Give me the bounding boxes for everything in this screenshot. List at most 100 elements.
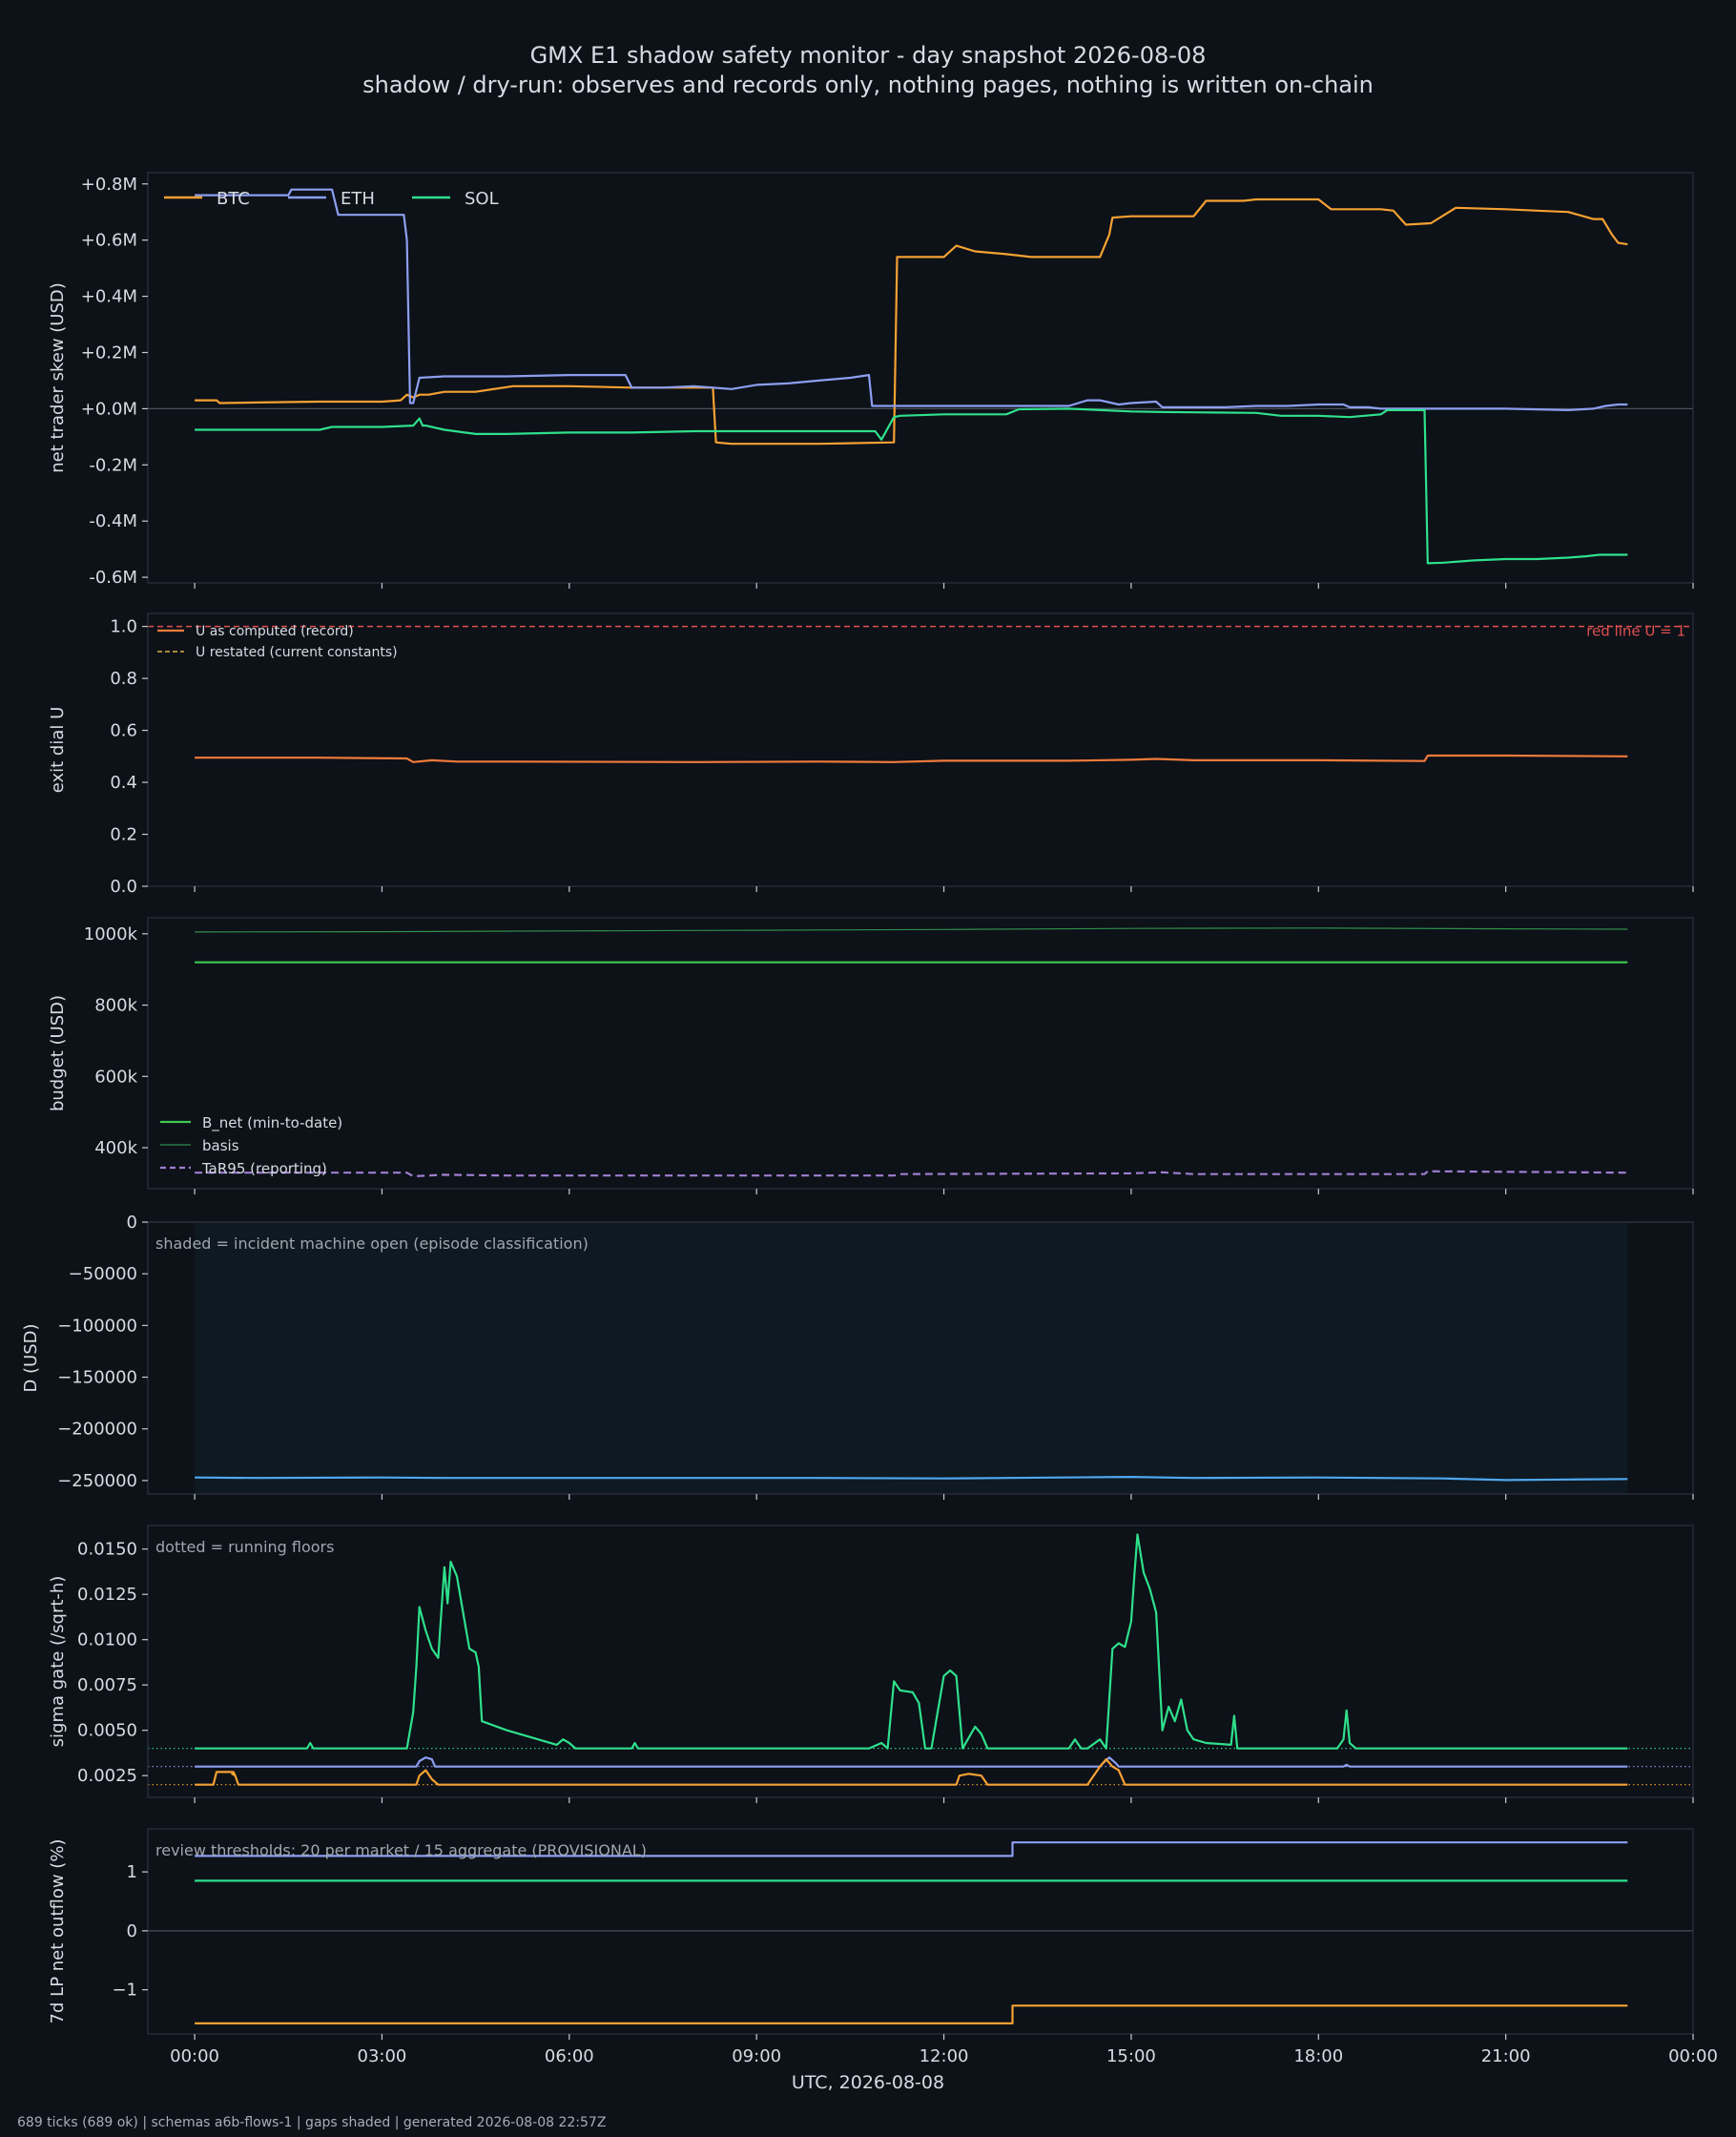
panel-annotation: review thresholds: 20 per market / 15 ag… <box>155 1841 647 1859</box>
plot-area <box>148 1829 1693 2034</box>
y-axis-label: exit dial U <box>48 707 68 794</box>
y-tick-label: −250000 <box>57 1471 137 1491</box>
panel-frame <box>147 917 1694 1190</box>
series-line-basis <box>195 927 1628 933</box>
panel-lp-outflow: −1 0 1 7d LP net outflow (%) 00:00 03:00 06:00… <box>48 1828 1718 2066</box>
legend-label: basis <box>202 1137 239 1154</box>
panel-frame <box>147 612 1694 887</box>
y-axis-label: budget (USD) <box>48 995 68 1111</box>
y-tick-label: 0.0075 <box>77 1675 137 1695</box>
y-tick-label: 0 <box>127 1213 137 1233</box>
panel-frame <box>147 1525 1694 1798</box>
series-line-tar95-reporting- <box>195 1170 1628 1178</box>
legend-label: B_net (min-to-date) <box>202 1114 342 1132</box>
series-line-eth <box>195 188 1628 411</box>
panel-sigma: 0.0025 0.0050 0.0075 0.0100 0.0125 0.0150 sigm… <box>48 1525 1694 1803</box>
series-group <box>195 927 1628 1178</box>
series-group <box>195 1533 1628 1786</box>
legend-label: BTC <box>217 189 250 209</box>
panel-budget: 400k 600k 800k 1000k budget (USD) B_net (min-… <box>48 917 1694 1194</box>
y-tick-label: 1000k <box>84 924 138 944</box>
y-tick-label: −1 <box>112 1981 137 2001</box>
y-axis-label: 7d LP net outflow (%) <box>48 1839 68 2024</box>
legend-label: ETH <box>341 189 375 209</box>
y-tick-label: +0.4M <box>81 287 137 307</box>
x-tick-label: 00:00 <box>1668 2046 1718 2066</box>
x-tick-label: 18:00 <box>1293 2046 1343 2066</box>
legend-label: SOL <box>465 189 499 209</box>
legend-label: TaR95 (reporting) <box>201 1160 327 1177</box>
series-line-sol <box>195 407 1628 565</box>
x-tick-label: 15:00 <box>1106 2046 1156 2066</box>
panel-annotation: shaded = incident machine open (episode … <box>155 1234 589 1253</box>
redline-label: red line U = 1 <box>1586 623 1685 640</box>
legend-label: U as computed (record) <box>196 624 354 639</box>
series-group <box>195 188 1628 565</box>
y-tick-label: -0.4M <box>89 511 137 531</box>
y-tick-label: 0.2 <box>110 825 137 845</box>
panel-frame <box>147 1828 1694 2035</box>
y-tick-label: -0.6M <box>89 568 137 588</box>
y-tick-label: 0.0100 <box>77 1630 137 1650</box>
x-tick-label: 12:00 <box>920 2046 969 2066</box>
y-tick-label: 0.0 <box>110 877 137 897</box>
legend: B_net (min-to-date) basis TaR95 (reporting… <box>160 1114 342 1177</box>
y-tick-label: 0.0025 <box>77 1766 137 1786</box>
x-axis-label: UTC, 2026-08-08 <box>792 2072 944 2093</box>
chart-subtitle: shadow / dry-run: observes and records o… <box>362 72 1374 98</box>
series-line-btc <box>195 2004 1628 2024</box>
series-line-d <box>195 1475 1628 1482</box>
y-tick-label: 1.0 <box>110 617 137 637</box>
y-axis-label: D (USD) <box>21 1323 41 1392</box>
panel-skew: -0.6M -0.4M -0.2M +0.0M +0.2M +0.4M +0.6M +0.8M… <box>48 172 1694 589</box>
legend: U as computed (record) U restated (curren… <box>157 624 398 660</box>
panel-drawdown: −250000 −200000 −150000 −100000 −50000 0 D (US… <box>21 1213 1694 1500</box>
y-tick-label: 800k <box>94 996 137 1016</box>
y-tick-label: 0.4 <box>110 773 137 793</box>
y-tick-label: -0.2M <box>89 455 137 475</box>
plot-area <box>148 1525 1693 1797</box>
footer-status: 689 ticks (689 ok) | schemas a6b-flows-1… <box>17 2115 606 2130</box>
y-tick-label: 0.6 <box>110 721 137 741</box>
y-tick-label: 0.0150 <box>77 1540 137 1560</box>
x-tick-label: 00:00 <box>170 2046 219 2066</box>
plot-area <box>148 173 1693 583</box>
y-tick-label: 0.0125 <box>77 1585 137 1605</box>
panels: -0.6M -0.4M -0.2M +0.0M +0.2M +0.4M +0.6M +0.8M… <box>21 172 1718 2066</box>
y-tick-label: −100000 <box>57 1316 137 1336</box>
x-tick-label: 03:00 <box>358 2046 407 2066</box>
series-group <box>195 754 1628 763</box>
y-axis-label: sigma gate (/sqrt-h) <box>48 1576 68 1748</box>
y-tick-label: +0.6M <box>81 231 137 251</box>
series-line-eth <box>195 1841 1628 1857</box>
y-tick-label: 600k <box>94 1067 137 1087</box>
y-tick-label: +0.8M <box>81 175 137 195</box>
panel-frame <box>147 1221 1694 1495</box>
series-group <box>195 1841 1628 2024</box>
series-line-u-as-computed-record- <box>195 754 1628 763</box>
y-axis-label: net trader skew (USD) <box>48 282 68 473</box>
panel-exit-dial: red line U = 1 0.0 0.2 0.4 0.6 0.8 1.0 exit dia… <box>48 612 1694 897</box>
y-tick-label: −200000 <box>57 1420 137 1440</box>
y-tick-label: −50000 <box>69 1264 137 1284</box>
y-tick-label: 0.0050 <box>77 1721 137 1741</box>
chart-title: GMX E1 shadow safety monitor - day snaps… <box>530 42 1207 69</box>
y-tick-label: 0.8 <box>110 669 137 689</box>
panel-frame <box>147 172 1694 584</box>
series-line-btc <box>195 197 1628 446</box>
plot-area <box>148 613 1693 886</box>
y-tick-label: +0.2M <box>81 342 137 363</box>
y-tick-label: 1 <box>127 1862 137 1882</box>
y-tick-label: +0.0M <box>81 399 137 419</box>
x-tick-label: 06:00 <box>545 2046 594 2066</box>
y-tick-label: 0 <box>127 1921 137 1941</box>
series-group <box>195 1475 1628 1482</box>
y-tick-label: −150000 <box>57 1368 137 1388</box>
y-tick-label: 400k <box>94 1138 137 1158</box>
legend: BTC ETH SOL <box>164 189 499 209</box>
incident-shade <box>195 1222 1628 1494</box>
legend-label: U restated (current constants) <box>196 645 398 660</box>
x-tick-label: 09:00 <box>732 2046 781 2066</box>
plot-area <box>148 918 1693 1189</box>
